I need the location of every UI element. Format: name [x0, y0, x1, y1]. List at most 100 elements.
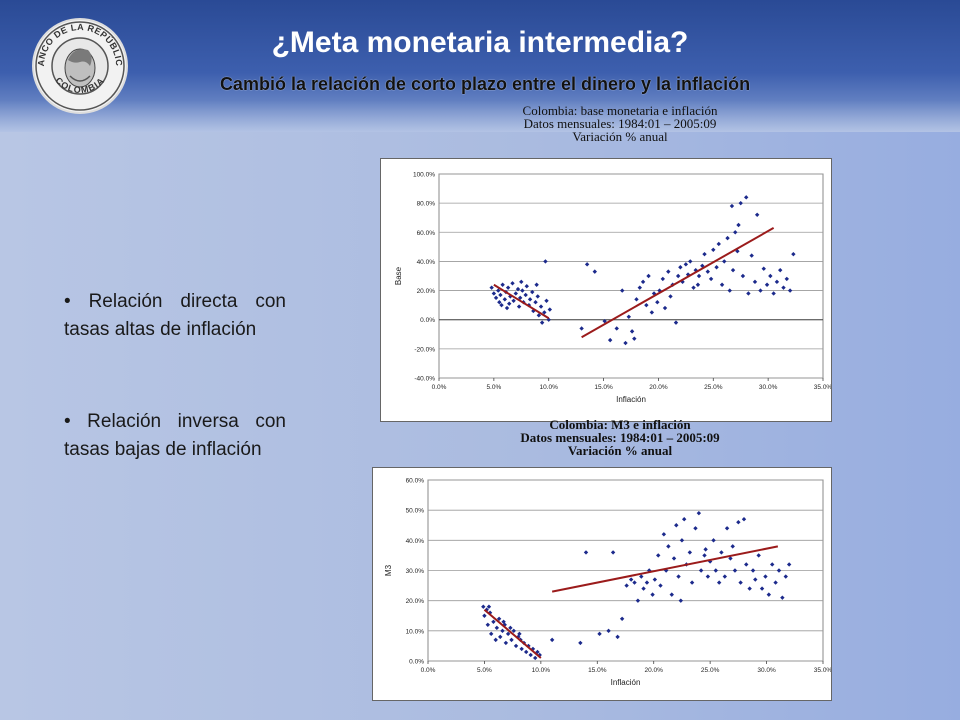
chart1-data-point	[496, 288, 501, 293]
chart1-data-point	[752, 279, 758, 285]
chart1-data-point	[695, 282, 701, 287]
chart1-plot-area	[438, 173, 824, 379]
chart1-x-tick-label: 20.0%	[649, 384, 668, 391]
chart1-data-point	[498, 292, 503, 298]
chart2-x-tick-label: 5.0%	[477, 667, 492, 674]
chart2-data-point	[713, 568, 718, 573]
chart1-data-point	[536, 313, 542, 318]
chart2-y-tick-label: 60.0%	[406, 478, 425, 485]
header-band	[0, 100, 960, 132]
chart1-trend-line	[581, 227, 775, 339]
chart1-data-point	[491, 291, 497, 296]
chart1-x-tick-label: 30.0%	[759, 384, 778, 391]
chart2-data-point	[639, 574, 644, 579]
chart1-data-point	[640, 279, 646, 285]
chart1-data-point	[623, 340, 628, 346]
chart1-data-point	[489, 285, 494, 290]
chart2-data-point	[702, 553, 707, 558]
chart1-data-point	[702, 251, 707, 257]
chart2-m3-inflation: 0.0% 10.0% 20.0% 30.0% 40.0% 50.0% 60.0% 0.0% 5.…	[372, 467, 832, 701]
chart2-data-point	[698, 568, 704, 573]
chart2-data-point	[681, 517, 687, 522]
chart1-data-point	[761, 266, 766, 271]
chart1-y-tick-label: 0.0%	[420, 317, 435, 324]
chart1-y-axis-title: Base	[394, 266, 403, 285]
chart2-x-tick-label: 15.0%	[588, 667, 607, 674]
chart1-data-point	[542, 310, 547, 315]
chart1-data-point	[602, 318, 607, 324]
chart2-caption-line2: Datos mensuales: 1984:01 – 2005:09	[520, 430, 720, 445]
chart1-caption: Colombia: base monetaria e inflación Dat…	[440, 104, 800, 143]
slide-title: ¿Meta monetaria intermedia?	[271, 26, 689, 59]
chart1-x-tick-label: 10.0%	[539, 384, 558, 391]
chart1-data-point	[502, 297, 508, 302]
chart1-y-tick-label: 60.0%	[417, 230, 436, 237]
chart1-data-point	[634, 297, 639, 302]
chart1-data-point	[649, 310, 655, 315]
chart1-data-point	[644, 302, 649, 308]
chart1-data-point	[708, 276, 714, 282]
chart2-data-point	[744, 562, 749, 567]
chart2-data-point	[487, 610, 493, 615]
chart1-data-point	[655, 300, 660, 305]
chart2-data-point	[674, 523, 679, 528]
chart1-data-point	[504, 305, 510, 311]
chart2-data-point	[658, 583, 663, 588]
chart1-data-point	[500, 282, 505, 287]
chart2-data-point	[597, 631, 602, 637]
chart2-data-point	[484, 607, 489, 612]
chart2-x-tick-label: 20.0%	[644, 667, 663, 674]
chart1-data-point	[505, 285, 511, 290]
chart1-x-tick-label: 25.0%	[704, 384, 723, 391]
chart2-x-tick-label: 0.0%	[421, 667, 436, 674]
chart2-y-tick-label: 40.0%	[406, 538, 425, 545]
chart1-data-point	[523, 292, 528, 298]
chart1-data-point	[533, 300, 538, 305]
chart1-data-point	[579, 326, 584, 331]
chart2-x-tick-label: 10.0%	[532, 667, 551, 674]
chart2-trend-line	[483, 608, 542, 659]
chart2-data-point	[537, 652, 542, 658]
chart2-caption-line3: Variación % anual	[567, 443, 673, 458]
chart2-data-point	[724, 526, 730, 531]
chart1-y-tick-label: 100.0%	[413, 172, 435, 179]
bank-seal-logo: BANCO DE LA REPÚBLICA COLOMBIA	[30, 16, 128, 114]
chart1-data-point	[538, 304, 544, 309]
chart1-data-point	[691, 285, 696, 290]
chart1-y-tick-label: -40.0%	[414, 376, 435, 383]
chart2-data-point	[647, 568, 652, 573]
chart2-data-point	[783, 574, 788, 579]
chart1-base-inflation: -40.0% -20.0% 0.0% 20.0% 40.0% 60.0% 80.0% 100.…	[380, 158, 832, 422]
chart1-x-tick-label: 0.0%	[432, 384, 447, 391]
chart2-data-point	[482, 613, 487, 618]
chart2-data-point	[676, 574, 681, 579]
chart2-x-tick-label: 30.0%	[757, 667, 776, 674]
chart1-y-tick-label: 20.0%	[417, 288, 436, 295]
chart2-data-point	[770, 562, 775, 567]
chart2-y-axis-title: M3	[384, 564, 393, 576]
chart1-data-point	[784, 276, 789, 282]
chart2-y-tick-label: 10.0%	[406, 628, 425, 635]
chart2-data-point	[759, 586, 765, 591]
chart1-data-point	[499, 302, 504, 308]
chart1-svg: -40.0% -20.0% 0.0% 20.0% 40.0% 60.0% 80.0% 100.…	[394, 172, 832, 405]
chart2-data-point	[786, 562, 792, 567]
chart1-x-tick-label: 5.0%	[486, 384, 501, 391]
chart2-svg: 0.0% 10.0% 20.0% 30.0% 40.0% 50.0% 60.0% 0.0% 5.…	[384, 478, 832, 688]
chart1-data-point	[511, 298, 516, 303]
chart2-data-point	[763, 574, 768, 579]
slide-subtitle: Cambió la relación de corto plazo entre …	[219, 74, 751, 94]
chart2-y-tick-label: 20.0%	[406, 598, 425, 605]
chart2-data-point	[491, 619, 496, 624]
chart1-data-point	[719, 282, 725, 287]
chart1-caption-line3: Variación % anual	[572, 129, 668, 144]
chart1-data-point	[516, 304, 522, 309]
chart2-data-point	[528, 652, 533, 658]
chart2-data-point	[705, 574, 711, 579]
chart1-data-point	[543, 259, 548, 264]
chart1-data-point	[725, 235, 730, 241]
chart1-data-point	[530, 289, 535, 295]
chart2-data-point	[732, 568, 738, 573]
chart1-data-point	[497, 300, 502, 305]
chart1-data-point	[688, 259, 693, 264]
